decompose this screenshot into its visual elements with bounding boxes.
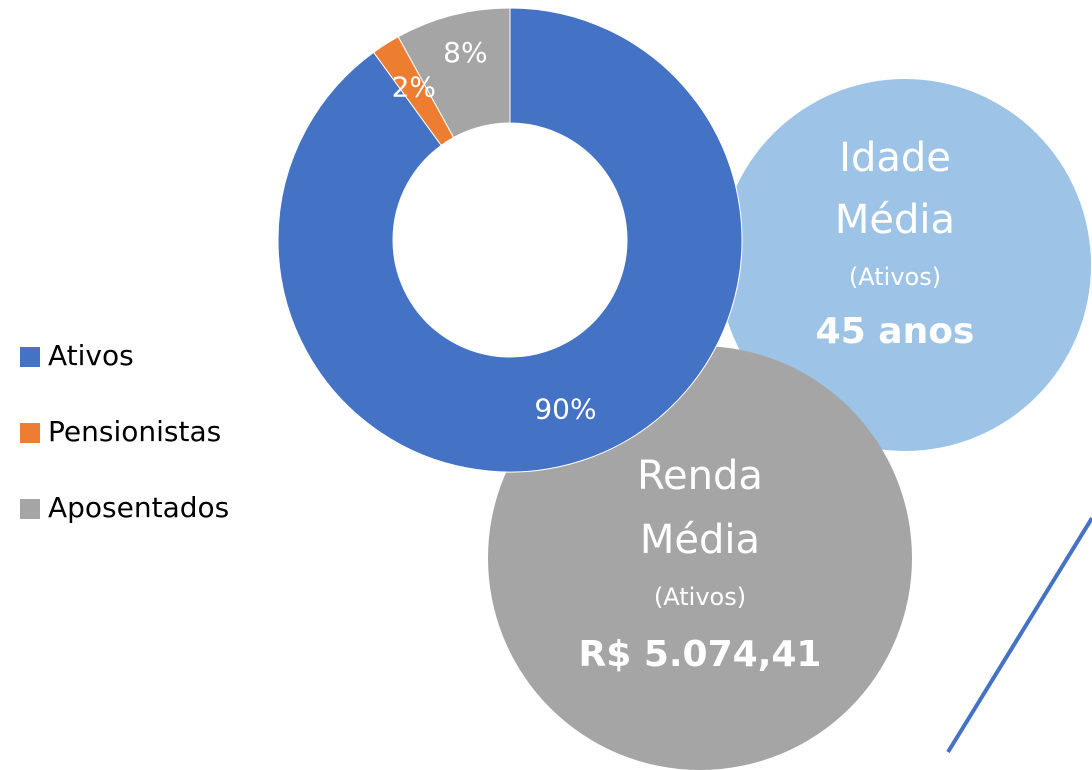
legend-label: Pensionistas	[48, 415, 221, 448]
legend-label: Ativos	[48, 339, 134, 372]
decor-line	[946, 516, 1092, 754]
info-title: Média	[835, 197, 955, 243]
legend-label: Aposentados	[48, 491, 229, 524]
info-circle-age	[719, 79, 1091, 451]
legend-swatch	[20, 499, 40, 519]
data-label: 8%	[443, 36, 487, 69]
info-value: R$ 5.074,41	[579, 634, 822, 675]
info-title: Idade	[839, 135, 951, 181]
data-label: 90%	[534, 393, 596, 426]
info-title: Renda	[637, 453, 763, 499]
legend-swatch	[20, 347, 40, 367]
legend-swatch	[20, 423, 40, 443]
info-value: 45 anos	[816, 311, 975, 352]
info-income: Renda Média (Ativos) R$ 5.074,41	[579, 453, 822, 675]
data-label: 2%	[392, 70, 436, 103]
info-subtitle: (Ativos)	[654, 583, 746, 611]
donut-slice	[397, 7, 511, 139]
info-title: Média	[640, 517, 760, 563]
info-age: Idade Média (Ativos) 45 anos	[816, 135, 975, 352]
info-subtitle: (Ativos)	[849, 263, 941, 291]
donut-slice	[277, 7, 743, 473]
